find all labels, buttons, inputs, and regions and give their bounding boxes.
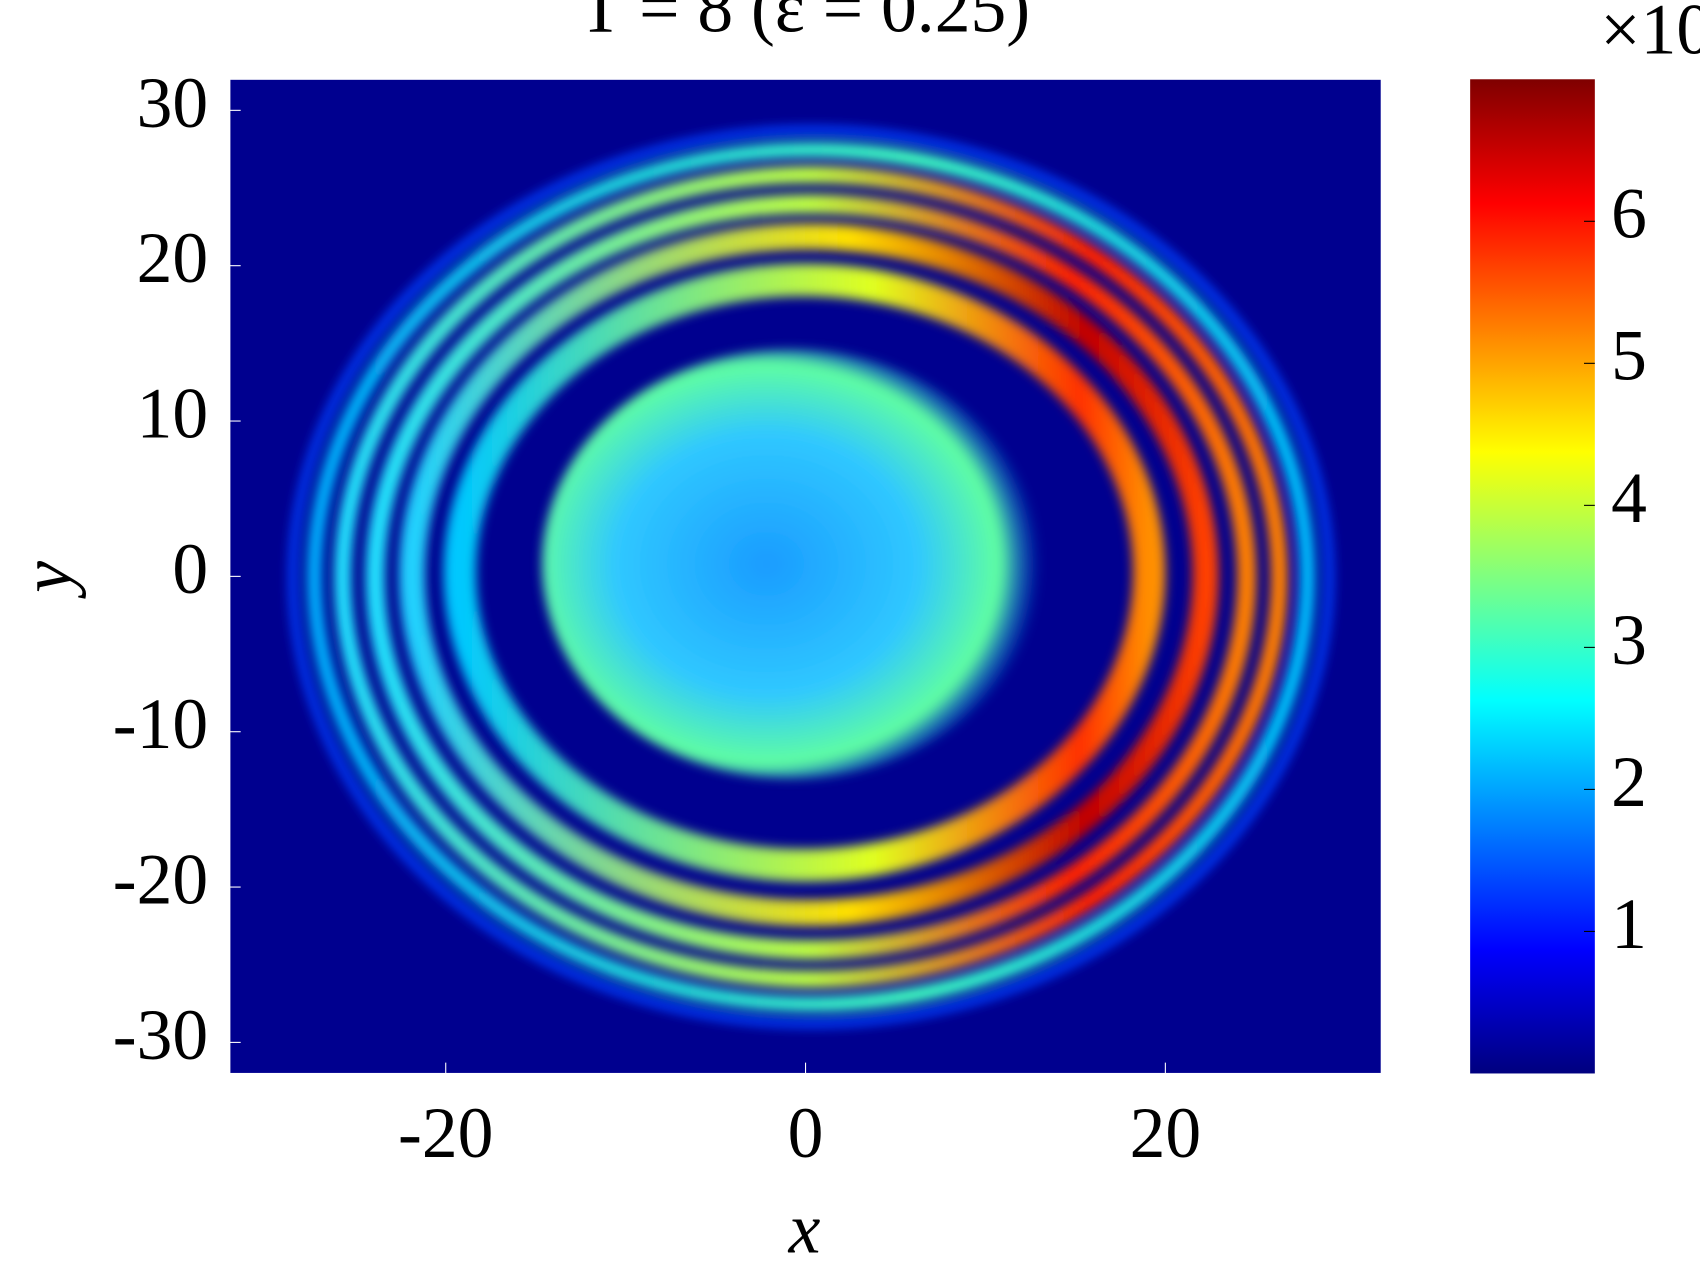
colorbar-exponent: ×10 (1600, 0, 1700, 69)
colorbar (1470, 79, 1595, 1074)
colorbar-tick-label: 6 (1611, 175, 1647, 254)
y-tick-label: -20 (113, 840, 208, 919)
colorbar-tick-label: 1 (1611, 885, 1647, 964)
y-tick-label: 20 (137, 219, 209, 298)
colorbar-tick-label: 2 (1611, 743, 1647, 822)
y-axis-label: y (8, 561, 87, 599)
y-tick-label: 30 (137, 64, 209, 143)
x-tick-label: 0 (788, 1094, 824, 1173)
y-tick-label: -30 (113, 996, 208, 1075)
x-axis-label: x (788, 1190, 821, 1269)
colorbar-tick-label: 3 (1611, 601, 1647, 680)
colorbar-tick-label: 4 (1611, 459, 1647, 538)
x-tick-label: 20 (1130, 1094, 1202, 1173)
x-tick-label: -20 (398, 1094, 493, 1173)
y-tick-label: -10 (113, 685, 208, 764)
y-tick-label: 10 (137, 374, 209, 453)
chart-title: T = 8 (ε = 0.25) (579, 0, 1030, 48)
y-tick-label: 0 (172, 530, 208, 609)
colorbar-tick-label: 5 (1611, 317, 1647, 396)
heatmap (229, 79, 1382, 1074)
